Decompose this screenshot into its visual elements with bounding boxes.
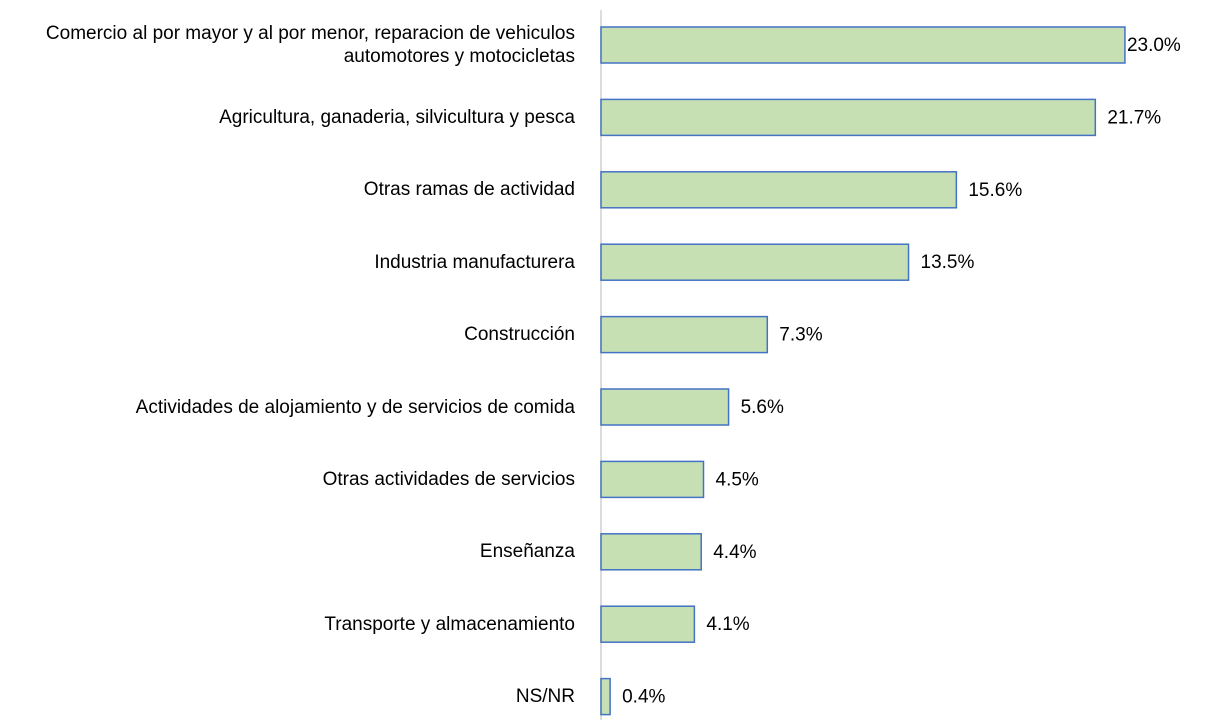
data-label: 15.6% xyxy=(968,180,1022,201)
category-label: Industria manufacturera xyxy=(374,251,575,273)
category-label: NS/NR xyxy=(515,686,575,708)
data-label: 23.0% xyxy=(1127,35,1181,56)
data-label: 7.3% xyxy=(779,325,822,346)
category-label: Agricultura, ganaderia, silvicultura y p… xyxy=(219,106,575,128)
data-label: 4.5% xyxy=(716,469,759,490)
bar xyxy=(600,388,730,426)
data-label: 4.1% xyxy=(706,614,749,635)
data-label: 5.6% xyxy=(741,397,784,418)
category-label: Construcción xyxy=(464,324,575,346)
category-label: Comercio al por mayor y al por menor, re… xyxy=(45,23,575,67)
bar xyxy=(600,605,696,643)
bar xyxy=(600,460,705,499)
category-label: Otras ramas de actividad xyxy=(363,179,575,201)
category-label: Enseñanza xyxy=(479,541,575,563)
data-label: 13.5% xyxy=(921,252,975,273)
bar xyxy=(600,533,702,571)
bar xyxy=(600,26,1126,64)
category-label: Otras actividades de servicios xyxy=(322,468,575,490)
data-label: 21.7% xyxy=(1107,107,1161,128)
category-label: Transporte y almacenamiento xyxy=(324,613,575,635)
bar xyxy=(600,315,769,354)
bar xyxy=(600,677,611,716)
bar xyxy=(600,171,958,209)
bar xyxy=(600,98,1097,137)
category-label: Actividades de alojamiento y de servicio… xyxy=(135,396,575,418)
data-label: 0.4% xyxy=(622,687,665,708)
data-label: 4.4% xyxy=(713,542,756,563)
bar xyxy=(600,243,910,281)
